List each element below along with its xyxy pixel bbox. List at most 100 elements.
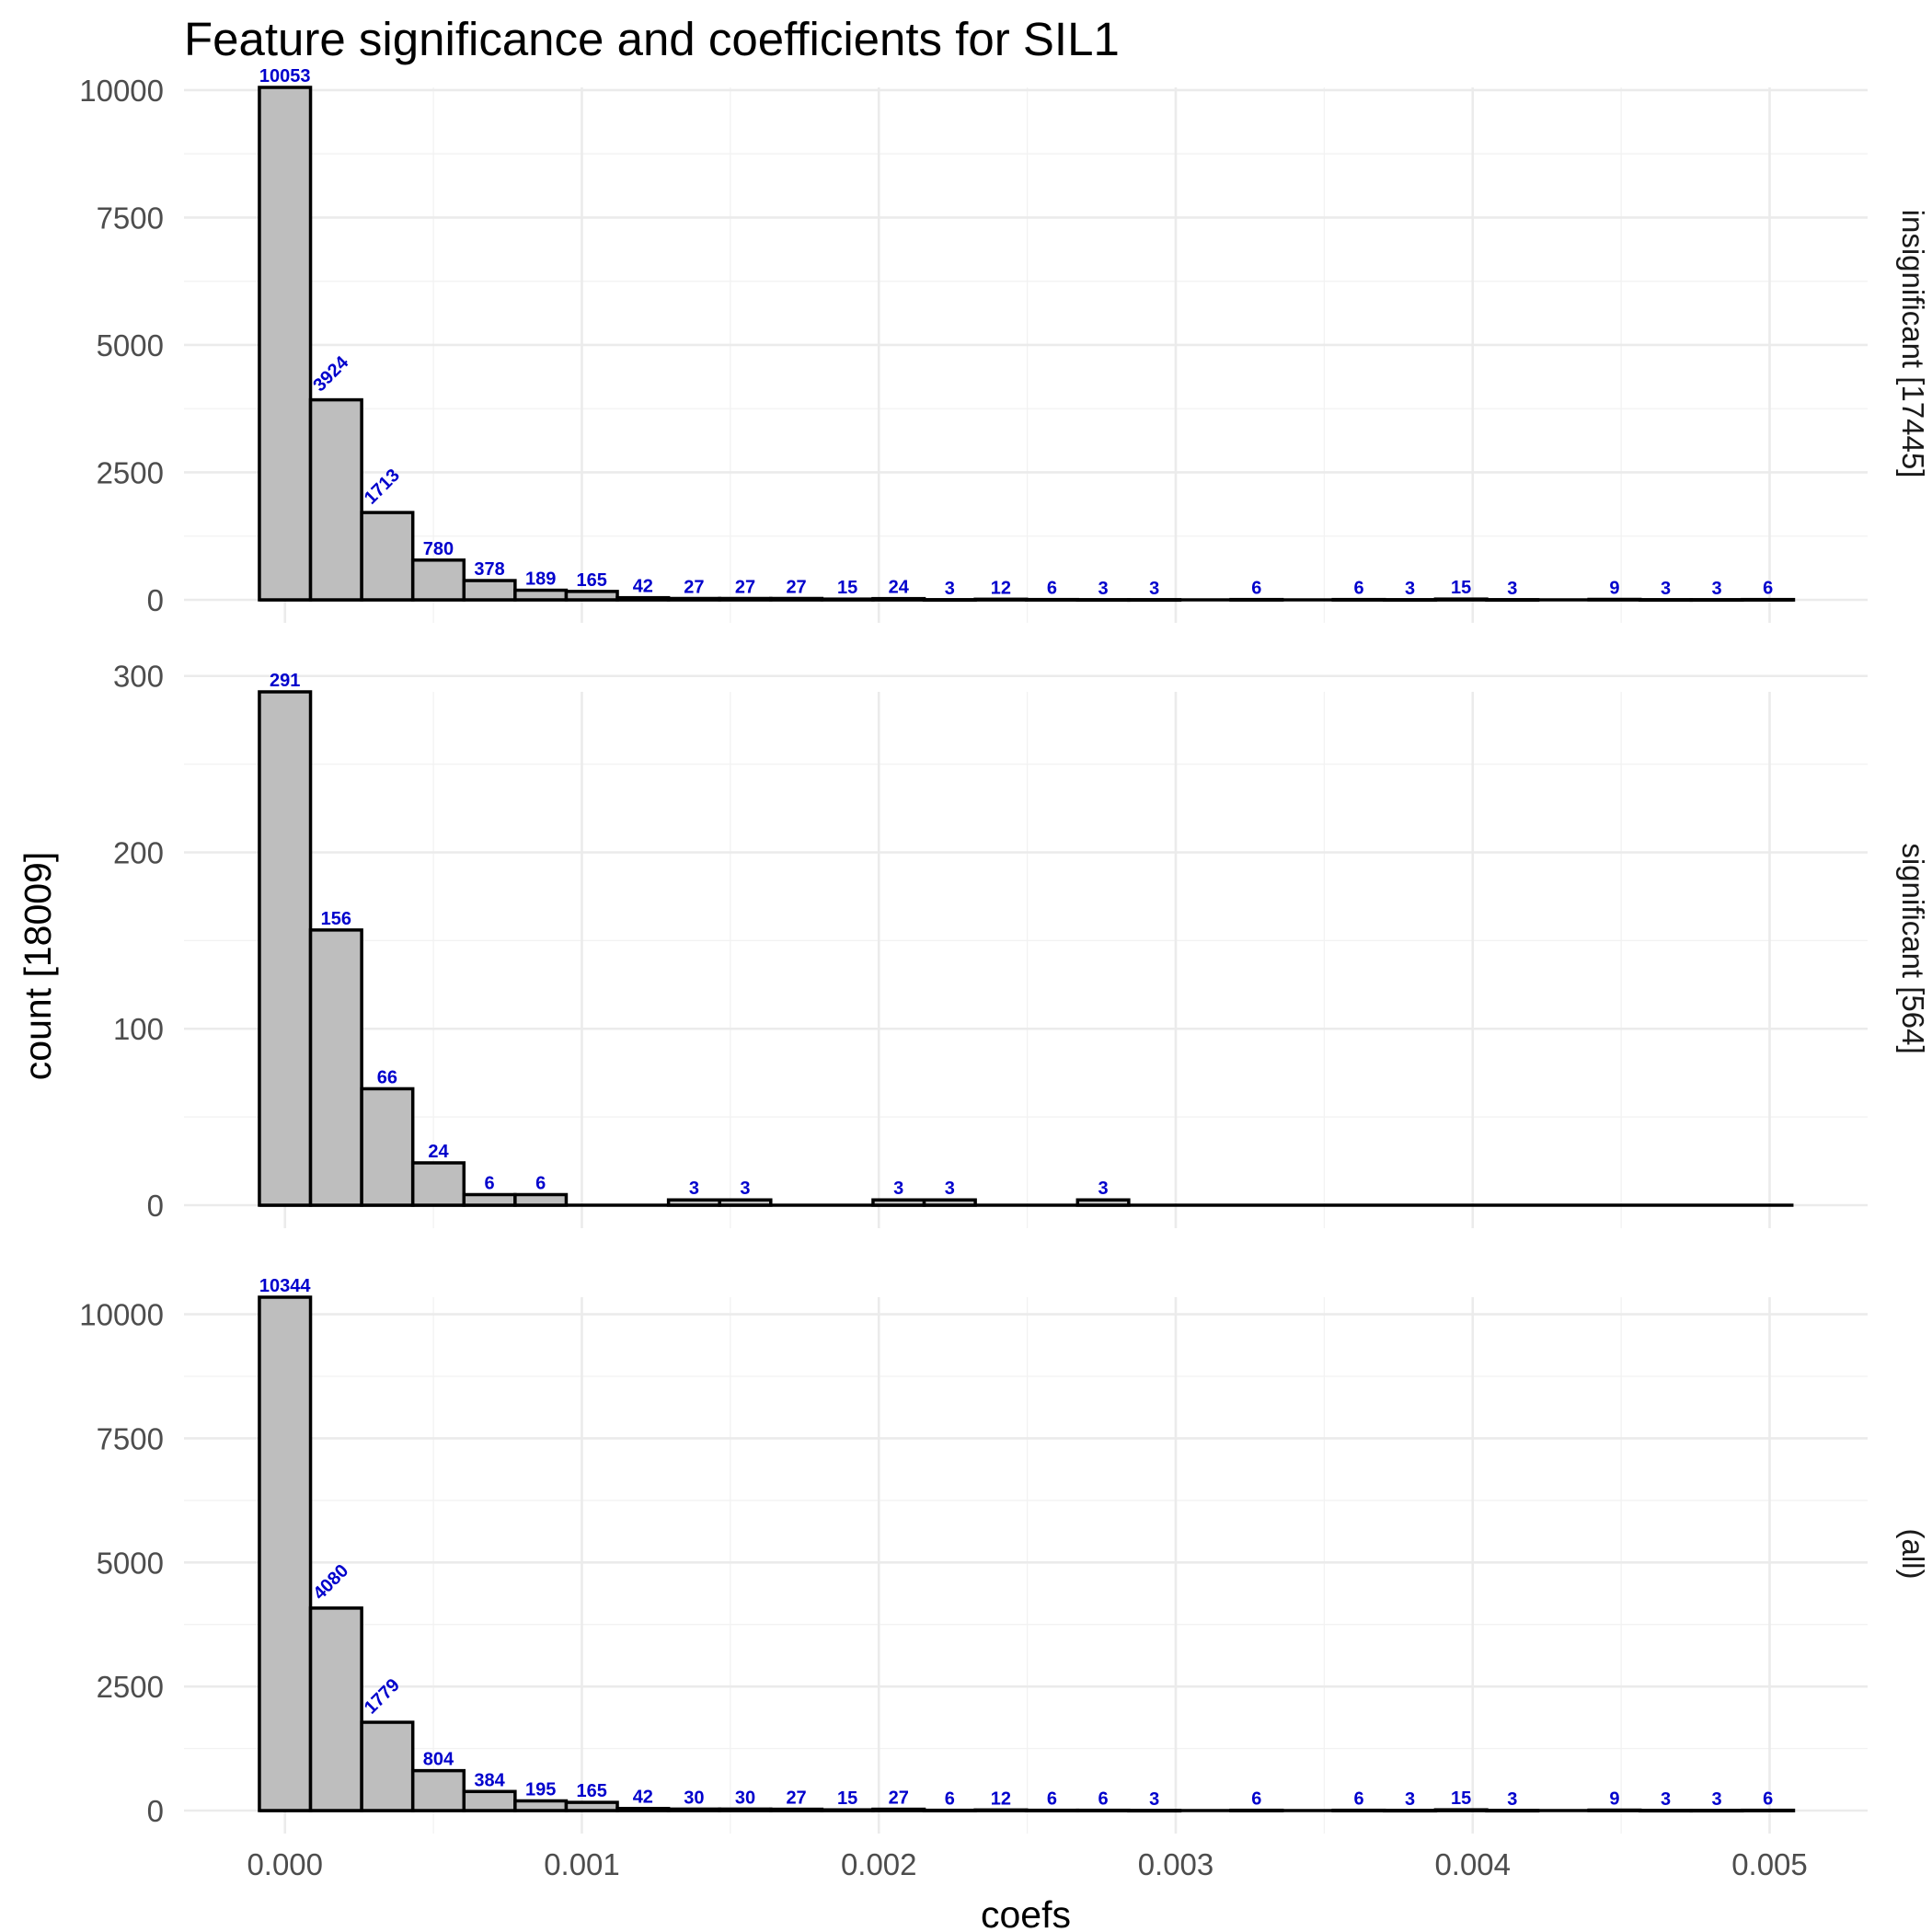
bar-count-label: 27 — [889, 1788, 909, 1809]
facet-strip-label: (all) — [1896, 1529, 1930, 1580]
histogram-bar — [1383, 598, 1438, 603]
histogram-bar — [1433, 1808, 1489, 1812]
bar-count-label: 804 — [423, 1750, 454, 1770]
histogram-bar — [258, 690, 313, 1207]
bar-count-label: 195 — [525, 1779, 556, 1800]
histogram-bar — [718, 596, 773, 602]
bar-count-label: 42 — [633, 1788, 653, 1808]
histogram-bar — [1433, 597, 1489, 602]
bar-count-label: 3 — [893, 1179, 903, 1199]
bar-count-label: 6 — [1047, 579, 1057, 599]
bar-count-label: 42 — [633, 577, 653, 597]
bar-count-label: 12 — [991, 1788, 1011, 1809]
histogram-bar — [1741, 597, 1796, 602]
y-tick-label: 2500 — [97, 455, 164, 489]
bar-count-label: 3 — [1149, 579, 1159, 599]
histogram-bar — [513, 588, 569, 602]
histogram-bar — [1127, 598, 1182, 603]
bar-count-label: 3 — [945, 579, 955, 599]
bar-count-label: 3 — [1098, 579, 1109, 599]
bar-count-label: 27 — [786, 578, 806, 598]
histogram-bar — [1485, 598, 1540, 603]
bar-count-label: 3 — [1405, 1789, 1415, 1810]
histogram-bar — [718, 1198, 773, 1207]
bar-count-label: 10053 — [259, 66, 311, 86]
bar-count-label: 165 — [577, 570, 607, 591]
bar-count-label: 6 — [1763, 1789, 1773, 1810]
histogram-bar — [308, 1606, 363, 1812]
chart-title: Feature significance and coefficients fo… — [184, 13, 1120, 65]
bar-count-label: 384 — [474, 1770, 505, 1790]
histogram-bar — [360, 1720, 415, 1812]
histogram-bar — [513, 1799, 569, 1812]
bar-count-label: 15 — [1451, 1788, 1471, 1809]
histogram-bar — [666, 1198, 721, 1207]
x-axis: 0.000 0.001 0.002 0.003 0.004 0.005 — [247, 1847, 1807, 1881]
histogram-bar — [462, 1192, 517, 1207]
histogram-bar — [564, 590, 619, 602]
bar-count-label: 6 — [1251, 1789, 1261, 1810]
histogram-bar — [258, 1295, 313, 1812]
histogram-bar — [462, 1789, 517, 1812]
histogram-bar — [360, 1087, 415, 1207]
y-tick-label: 2500 — [97, 1670, 164, 1704]
bar-count-label: 30 — [684, 1788, 704, 1808]
bar-count-label: 3 — [1507, 1789, 1517, 1810]
bar-count-label: 156 — [321, 909, 351, 929]
histogram-bar — [1024, 597, 1080, 602]
y-tick-label: 300 — [113, 660, 164, 694]
histogram-bar — [718, 1807, 773, 1812]
bar-count-label: 15 — [837, 1788, 857, 1809]
bar-count-label: 3 — [1712, 1789, 1722, 1810]
histogram-bar — [871, 1807, 926, 1812]
y-tick-label: 0 — [147, 1794, 164, 1828]
histogram-bar — [666, 596, 721, 602]
bar-count-label: 780 — [423, 539, 454, 559]
histogram-bar — [1689, 598, 1744, 603]
bar-count-label: 6 — [1251, 579, 1261, 599]
bar-count-label: 9 — [1609, 579, 1619, 599]
histogram-bar — [1075, 1198, 1131, 1207]
bar-count-label: 165 — [577, 1781, 607, 1801]
y-tick-label: 0 — [147, 1189, 164, 1223]
bar-count-label: 6 — [1353, 1789, 1363, 1810]
bar-count-label: 9 — [1609, 1789, 1619, 1810]
bar-count-label: 291 — [270, 671, 300, 691]
histogram-bar — [1229, 597, 1284, 602]
x-tick-label: 0.000 — [247, 1847, 323, 1881]
histogram-bar — [922, 598, 977, 603]
histogram-bar — [564, 1800, 619, 1812]
bar-count-label: 30 — [735, 1788, 755, 1808]
bar-count-label: 3924 — [309, 351, 353, 396]
x-axis-title: coefs — [981, 1893, 1071, 1932]
x-tick-label: 0.002 — [841, 1847, 917, 1881]
histogram-bar — [973, 597, 1029, 602]
histogram-bar — [769, 596, 824, 602]
histogram-bar — [973, 1808, 1029, 1812]
facet-strip-label: insignificant [17445] — [1896, 210, 1930, 478]
bar-count-label: 3 — [1507, 579, 1517, 599]
bar-count-label: 3 — [1098, 1179, 1109, 1199]
y-tick-label: 200 — [113, 835, 164, 869]
bar-count-label: 3 — [945, 1179, 955, 1199]
x-tick-label: 0.003 — [1138, 1847, 1214, 1881]
histogram-bar — [820, 1808, 875, 1812]
bar-count-label: 3 — [1149, 1789, 1159, 1810]
y-tick-label: 7500 — [97, 1421, 164, 1455]
y-tick-label: 5000 — [97, 328, 164, 362]
y-tick-label: 100 — [113, 1012, 164, 1046]
histogram-bar — [1587, 597, 1642, 602]
histogram-bar — [308, 928, 363, 1207]
facet-strip-label: significant [564] — [1896, 843, 1930, 1053]
bar-count-label: 15 — [837, 578, 857, 598]
bar-count-label: 3 — [689, 1179, 699, 1199]
histogram-bar — [410, 1768, 466, 1812]
bar-count-label: 27 — [735, 578, 755, 598]
bar-count-label: 3 — [1661, 579, 1671, 599]
histogram-bar — [410, 558, 466, 602]
bar-count-label: 6 — [1047, 1789, 1057, 1810]
y-tick-label: 0 — [147, 583, 164, 617]
bar-count-label: 6 — [945, 1789, 955, 1810]
histogram-bar — [820, 597, 875, 602]
